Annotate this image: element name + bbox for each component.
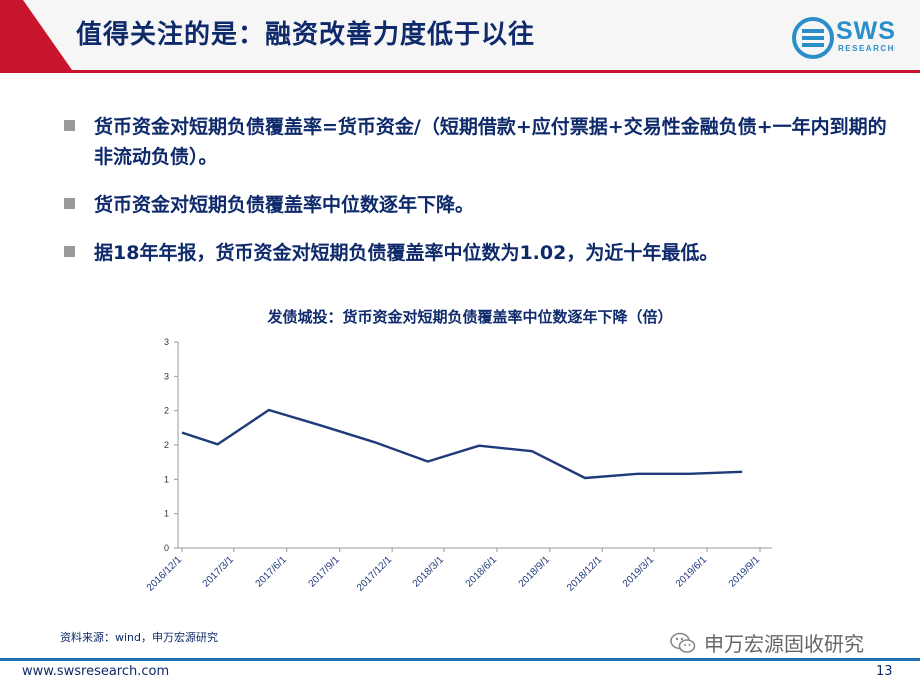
series-line <box>181 408 743 480</box>
footer-rule <box>0 658 920 661</box>
x-tick-label: 2019/3/1 <box>621 554 657 590</box>
header-rule <box>0 70 920 73</box>
x-tick-label: 2018/3/1 <box>411 554 447 590</box>
y-tick-label: 2 <box>164 406 169 416</box>
x-tick-label: 2017/9/1 <box>307 554 343 590</box>
logo-subtext: RESEARCH <box>838 44 895 53</box>
y-tick-label: 1 <box>164 509 169 519</box>
page-number: 13 <box>876 664 893 679</box>
y-tick-label: 1 <box>164 474 169 484</box>
y-tick-label: 0 <box>164 543 169 553</box>
y-tick-label: 3 <box>164 337 169 347</box>
x-tick-label: 2019/9/1 <box>727 554 763 590</box>
bullet-item: 货币资金对短期负债覆盖率中位数逐年下降。 <box>58 190 888 220</box>
line-chart: 0 1 1 2 2 3 3 2016/12/1 2017/3/1 2017/6/1 2017/9/1… <box>145 337 772 594</box>
x-tick-label: 2018/6/1 <box>464 554 500 590</box>
sws-logo: SWS RESEARCH <box>792 16 910 60</box>
bullet-item: 据18年年报，货币资金对短期负债覆盖率中位数为1.02，为近十年最低。 <box>58 238 888 268</box>
x-tick-label: 2017/6/1 <box>254 554 290 590</box>
bullet-square-icon <box>64 246 75 257</box>
slide-header: 值得关注的是：融资改善力度低于以往 SWS RESEARCH <box>0 0 920 80</box>
bullet-square-icon <box>64 120 75 131</box>
y-tick-label: 2 <box>164 440 169 450</box>
bullet-text: 货币资金对短期负债覆盖率中位数逐年下降。 <box>94 194 475 216</box>
bullet-list: 货币资金对短期负债覆盖率=货币资金/（短期借款+应付票据+交易性金融负债+一年内… <box>58 112 888 286</box>
bullet-square-icon <box>64 198 75 209</box>
wechat-watermark: 申万宏源固收研究 <box>670 628 864 657</box>
x-tick-label: 2018/9/1 <box>517 554 553 590</box>
logo-text: SWS <box>836 17 896 45</box>
slide-title: 值得关注的是：融资改善力度低于以往 <box>76 20 536 50</box>
x-tick-label: 2016/12/1 <box>145 554 185 594</box>
y-tick-label: 3 <box>164 371 169 381</box>
sws-logo-icon <box>792 17 834 59</box>
source-note: 资料来源：wind，申万宏源研究 <box>60 631 219 644</box>
footer-url[interactable]: www.swsresearch.com <box>22 664 170 679</box>
x-tick-label: 2019/6/1 <box>674 554 710 590</box>
header-band <box>0 0 920 70</box>
chart-title: 发债城投：货币资金对短期负债覆盖率中位数逐年下降（倍） <box>267 308 673 326</box>
wechat-icon <box>670 632 696 653</box>
x-tick-label: 2017/3/1 <box>201 554 237 590</box>
bullet-text: 据18年年报，货币资金对短期负债覆盖率中位数为1.02，为近十年最低。 <box>94 242 719 264</box>
bullet-text: 货币资金对短期负债覆盖率=货币资金/（短期借款+应付票据+交易性金融负债+一年内… <box>94 116 887 168</box>
bullet-item: 货币资金对短期负债覆盖率=货币资金/（短期借款+应付票据+交易性金融负债+一年内… <box>58 112 888 172</box>
x-tick-label: 2017/12/1 <box>355 554 395 594</box>
x-tick-label: 2018/12/1 <box>565 554 605 594</box>
watermark-text: 申万宏源固收研究 <box>704 632 864 656</box>
